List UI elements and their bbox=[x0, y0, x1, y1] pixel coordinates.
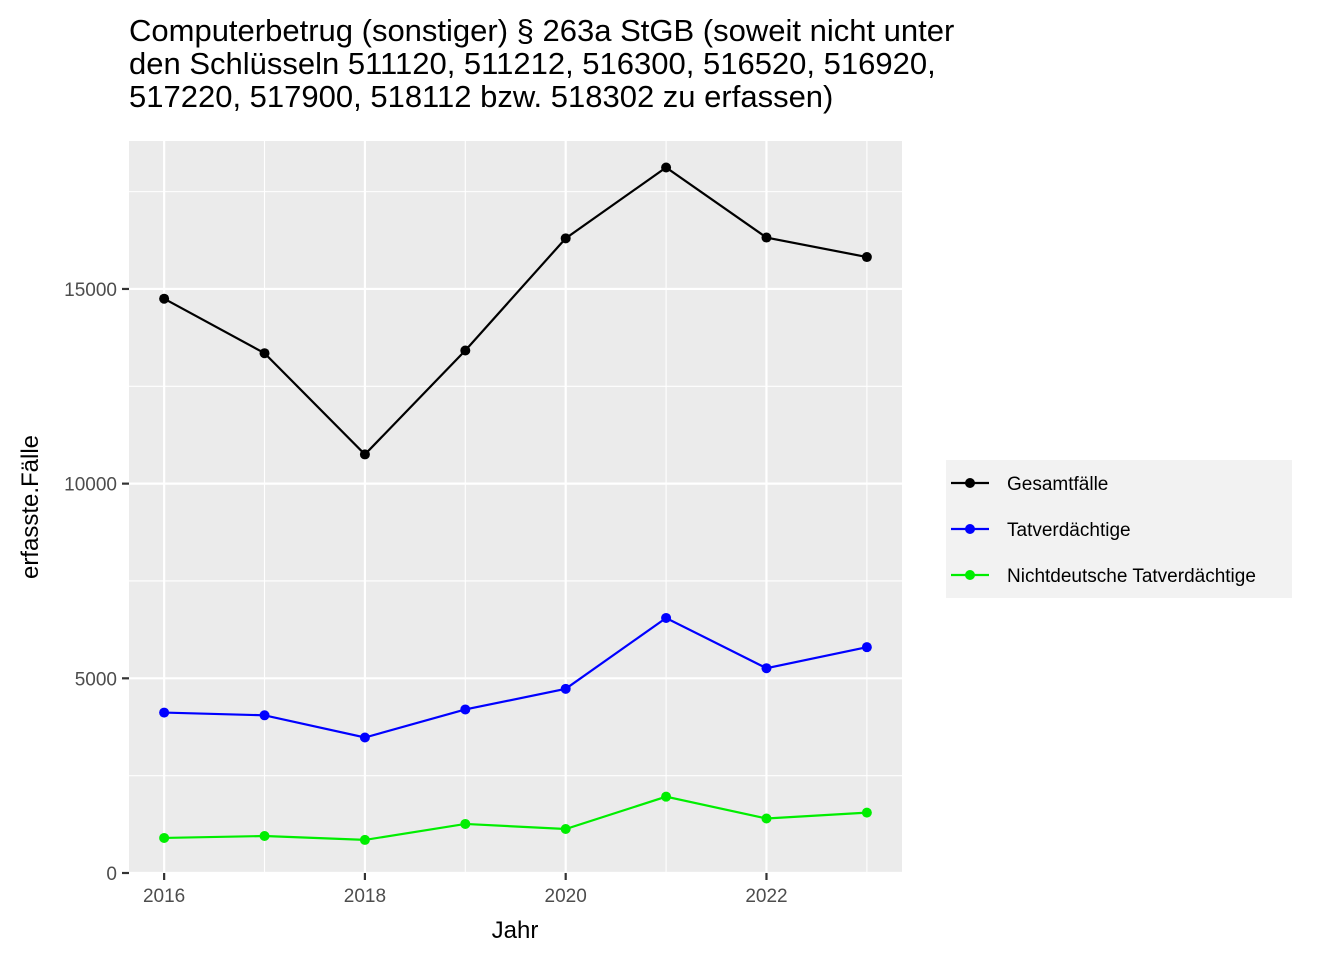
data-point bbox=[661, 162, 672, 173]
data-point bbox=[460, 818, 471, 829]
legend-label: Gesamtfälle bbox=[1007, 474, 1108, 495]
legend-key-point bbox=[965, 478, 975, 488]
axis-ticks bbox=[122, 287, 768, 880]
plot-panel bbox=[129, 141, 902, 873]
legend-key-point bbox=[965, 524, 975, 534]
x-tick-label: 2020 bbox=[545, 886, 587, 907]
x-axis-title: Jahr bbox=[492, 917, 539, 944]
data-point bbox=[460, 704, 471, 715]
legend-label: Nichtdeutsche Tatverdächtige bbox=[1007, 566, 1256, 587]
data-point bbox=[259, 831, 270, 842]
data-point bbox=[159, 293, 170, 304]
data-point bbox=[159, 707, 170, 718]
series-layer bbox=[159, 162, 872, 845]
series-line bbox=[163, 166, 868, 457]
major-gridlines bbox=[129, 141, 902, 875]
legend-item: Gesamtfälle bbox=[951, 474, 1108, 495]
x-tick-label: 2016 bbox=[143, 886, 185, 907]
chart-title: Computerbetrug (sonstiger) § 263a StGB (… bbox=[129, 13, 954, 114]
data-point bbox=[761, 232, 772, 243]
legend-item: Tatverdächtige bbox=[951, 520, 1131, 541]
data-point bbox=[460, 345, 471, 356]
data-point bbox=[359, 732, 370, 743]
y-tick-label: 10000 bbox=[64, 475, 117, 496]
series-1 bbox=[159, 612, 872, 743]
chart-title-line: 517220, 517900, 518112 bzw. 518302 zu er… bbox=[129, 79, 833, 114]
legend-item: Nichtdeutsche Tatverdächtige bbox=[951, 566, 1256, 587]
legend-label: Tatverdächtige bbox=[1007, 520, 1131, 541]
data-point bbox=[560, 233, 571, 244]
data-point bbox=[861, 252, 872, 263]
x-tick-label: 2018 bbox=[344, 886, 386, 907]
chart-title-line: den Schlüsseln 511120, 511212, 516300, 5… bbox=[129, 46, 936, 81]
y-axis-tick-labels: 0 5000 10000 15000 bbox=[64, 280, 117, 885]
data-point bbox=[861, 807, 872, 818]
y-tick-label: 15000 bbox=[64, 280, 117, 301]
data-point bbox=[761, 813, 772, 824]
data-point bbox=[159, 832, 170, 843]
data-point bbox=[560, 683, 571, 694]
y-tick-label: 5000 bbox=[75, 669, 117, 690]
minor-gridlines bbox=[129, 141, 902, 873]
data-point bbox=[560, 824, 571, 835]
data-point bbox=[661, 791, 672, 802]
data-point bbox=[259, 710, 270, 721]
series-2 bbox=[159, 791, 872, 845]
legend: Gesamtfälle Tatverdächtige Nichtdeutsche T… bbox=[946, 460, 1292, 598]
legend-background bbox=[946, 460, 1292, 598]
series-line bbox=[164, 616, 868, 739]
data-point bbox=[359, 834, 370, 845]
series-line bbox=[164, 795, 867, 842]
data-point bbox=[359, 449, 370, 460]
data-point bbox=[661, 612, 672, 623]
x-axis-tick-labels: 2016 2018 2020 2022 bbox=[143, 886, 788, 907]
y-axis-title: erfasste.Fälle bbox=[17, 435, 44, 579]
x-tick-label: 2022 bbox=[745, 886, 787, 907]
y-tick-label: 0 bbox=[106, 864, 117, 885]
data-point bbox=[761, 663, 772, 674]
legend-key-point bbox=[965, 570, 975, 580]
data-point bbox=[259, 348, 270, 359]
series-0 bbox=[159, 162, 872, 460]
data-point bbox=[861, 642, 872, 653]
chart-title-line: Computerbetrug (sonstiger) § 263a StGB (… bbox=[129, 13, 954, 48]
